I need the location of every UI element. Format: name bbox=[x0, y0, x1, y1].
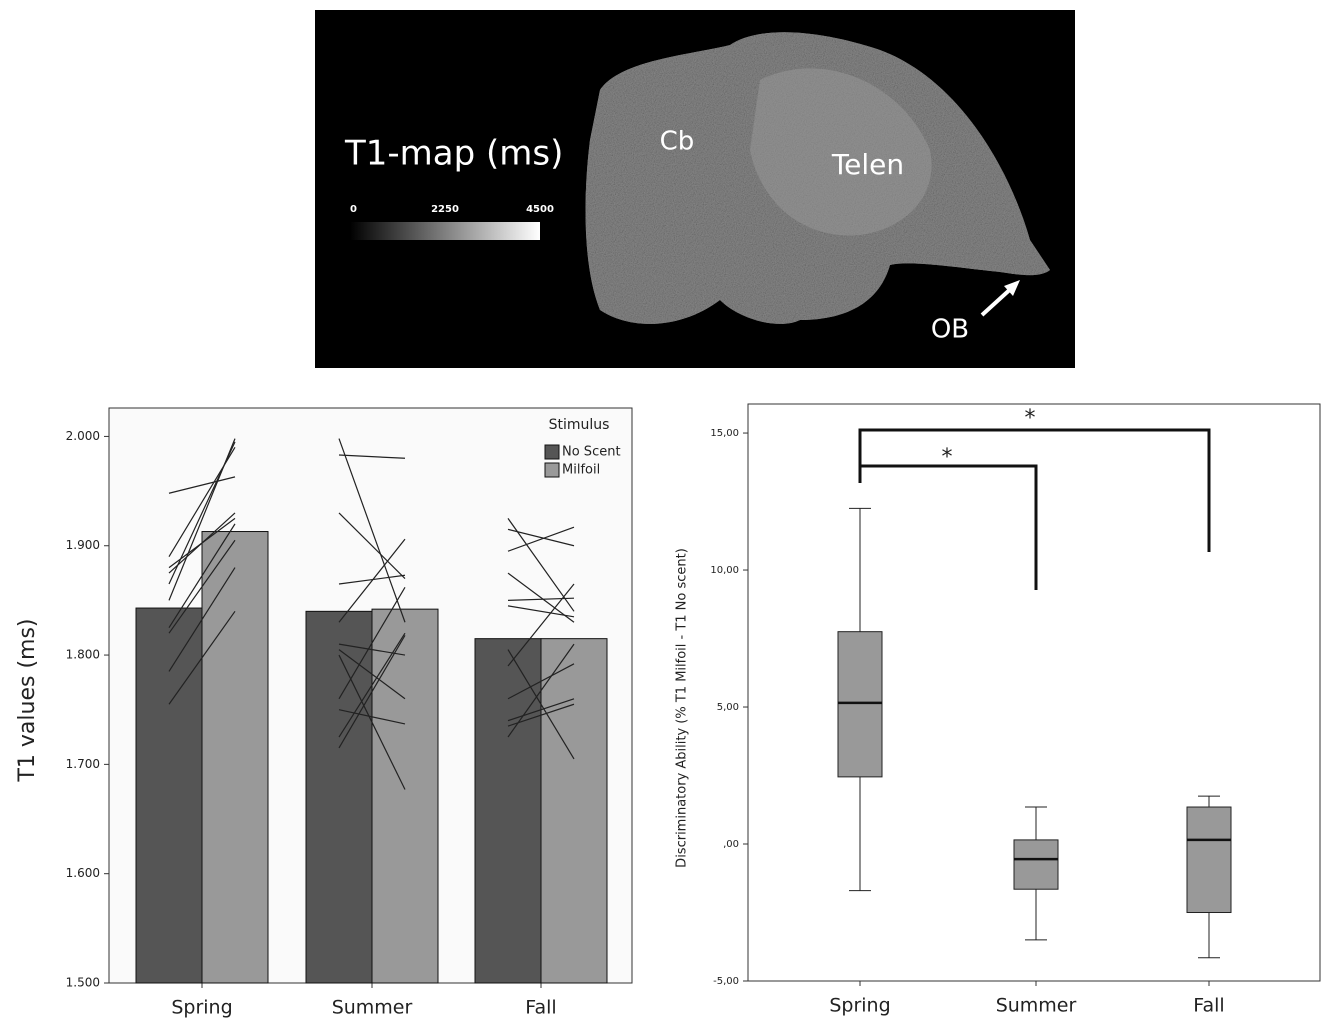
colorbar-tick-label: 0 bbox=[350, 204, 357, 215]
significance-label: * bbox=[1025, 406, 1036, 431]
y-tick-label: 5,00 bbox=[717, 702, 739, 713]
colorbar-tick-label: 4500 bbox=[526, 204, 554, 215]
x-tick-label: Summer bbox=[332, 997, 413, 1019]
legend-label: No Scent bbox=[562, 445, 621, 460]
legend-swatch bbox=[545, 463, 559, 477]
y-tick-label: 2.000 bbox=[66, 429, 100, 443]
y-axis-label: Discriminatory Ability (% T1 Milfoil - T… bbox=[675, 548, 690, 868]
bar bbox=[475, 639, 541, 983]
y-tick-label: 1.700 bbox=[66, 757, 100, 771]
mri-title: T1-map (ms) bbox=[344, 134, 563, 174]
x-tick-label: Summer bbox=[996, 995, 1077, 1017]
box bbox=[1187, 807, 1231, 912]
y-tick-label: 1.800 bbox=[66, 648, 100, 662]
legend-title: Stimulus bbox=[549, 417, 610, 433]
y-tick-label: 15,00 bbox=[710, 428, 739, 439]
y-axis-label: T1 values (ms) bbox=[15, 618, 40, 782]
x-tick-label: Spring bbox=[829, 995, 890, 1017]
colorbar-tick-label: 2250 bbox=[431, 204, 459, 215]
box bbox=[1014, 840, 1058, 889]
y-tick-label: 1.600 bbox=[66, 866, 100, 880]
colorbar bbox=[350, 222, 540, 240]
region-label: Telen bbox=[831, 148, 904, 181]
region-label: Cb bbox=[660, 127, 695, 157]
plot-frame bbox=[748, 404, 1320, 981]
y-tick-label: 1.900 bbox=[66, 538, 100, 552]
bar bbox=[541, 639, 607, 983]
legend-label: Milfoil bbox=[562, 463, 600, 478]
x-tick-label: Spring bbox=[171, 997, 232, 1019]
y-tick-label: 1.500 bbox=[66, 976, 100, 990]
figure: T1-map (ms) Cb Telen OB * T1 values (ms)… bbox=[0, 0, 1321, 1023]
y-tick-label: 10,00 bbox=[710, 565, 739, 576]
x-tick-label: Fall bbox=[1193, 995, 1224, 1017]
region-label: OB bbox=[931, 315, 969, 345]
bar bbox=[202, 532, 268, 983]
box bbox=[838, 632, 882, 777]
significance-bracket bbox=[860, 466, 1036, 590]
legend-swatch bbox=[545, 445, 559, 459]
y-tick-label: ,00 bbox=[723, 839, 739, 850]
bar bbox=[372, 609, 438, 983]
page: {"image": {"title": "T1-map (ms)", "colo… bbox=[0, 0, 1321, 1023]
significance-label: * bbox=[942, 445, 953, 470]
bar bbox=[136, 608, 202, 983]
y-tick-label: -5,00 bbox=[713, 976, 739, 987]
x-tick-label: Fall bbox=[525, 997, 556, 1019]
